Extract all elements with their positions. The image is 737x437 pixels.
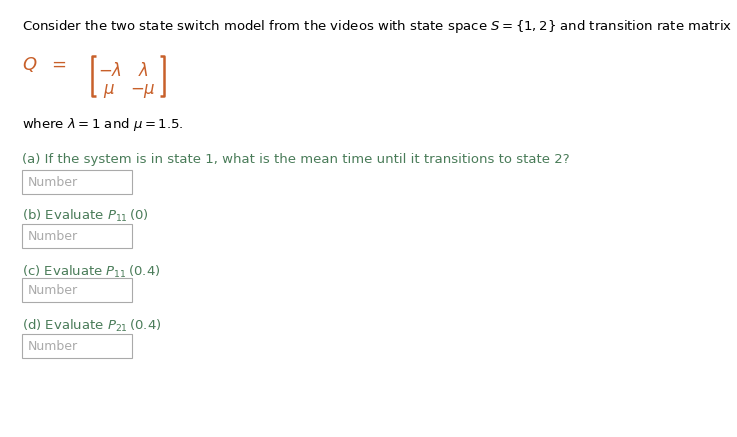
Text: (b) Evaluate $P_{11}\,(0)$: (b) Evaluate $P_{11}\,(0)$ bbox=[22, 208, 149, 224]
Text: Number: Number bbox=[28, 340, 78, 353]
Text: (a) If the system is in state 1, what is the mean time until it transitions to s: (a) If the system is in state 1, what is… bbox=[22, 153, 570, 166]
FancyBboxPatch shape bbox=[22, 224, 132, 248]
Text: $\mu$: $\mu$ bbox=[103, 82, 115, 100]
Text: Number: Number bbox=[28, 176, 78, 188]
Text: $\lambda$: $\lambda$ bbox=[138, 62, 149, 80]
Text: (c) Evaluate $P_{11}\,(0.4)$: (c) Evaluate $P_{11}\,(0.4)$ bbox=[22, 264, 161, 280]
FancyBboxPatch shape bbox=[22, 278, 132, 302]
Text: Consider the two state switch model from the videos with state space $S = \{1,2\: Consider the two state switch model from… bbox=[22, 18, 732, 35]
Text: where $\lambda = 1$ and $\mu = 1.5$.: where $\lambda = 1$ and $\mu = 1.5$. bbox=[22, 116, 184, 133]
Text: Number: Number bbox=[28, 284, 78, 296]
Text: Number: Number bbox=[28, 229, 78, 243]
FancyBboxPatch shape bbox=[22, 170, 132, 194]
Text: (d) Evaluate $P_{21}\,(0.4)$: (d) Evaluate $P_{21}\,(0.4)$ bbox=[22, 318, 161, 334]
Text: $Q\ \ =\ $: $Q\ \ =\ $ bbox=[22, 55, 66, 74]
Text: $-\mu$: $-\mu$ bbox=[130, 82, 156, 100]
FancyBboxPatch shape bbox=[22, 334, 132, 358]
Text: $-\lambda$: $-\lambda$ bbox=[98, 62, 122, 80]
